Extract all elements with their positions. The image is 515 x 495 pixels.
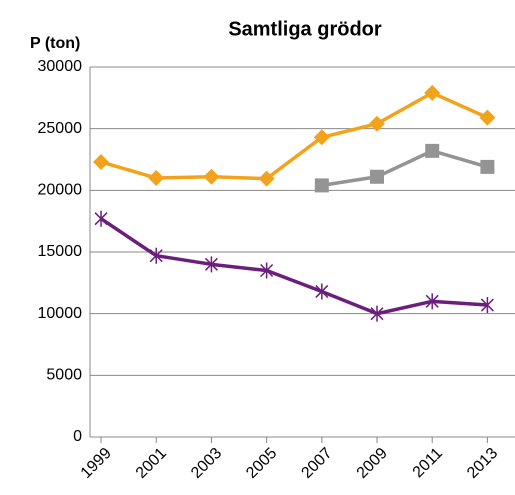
- marker: [480, 297, 494, 314]
- series-line: [100, 217, 488, 316]
- series-line: [321, 149, 488, 188]
- x-tick-label: 2013: [464, 445, 501, 482]
- marker: [370, 305, 384, 322]
- x-tick-label: 1999: [78, 445, 115, 482]
- x-tick-label: 2001: [133, 445, 170, 482]
- y-tick-label: 10000: [38, 305, 83, 322]
- marker: [424, 84, 441, 101]
- y-tick-label: 15000: [38, 243, 83, 260]
- marker: [148, 170, 165, 186]
- marker: [315, 283, 329, 300]
- marker: [425, 143, 440, 158]
- x-tick-label: 2011: [410, 445, 446, 481]
- marker: [149, 247, 163, 264]
- y-axis-label: P (ton): [30, 35, 80, 52]
- marker: [479, 109, 496, 126]
- series-line: [100, 91, 489, 181]
- x-tick-label: 2005: [243, 445, 280, 482]
- marker: [94, 210, 108, 227]
- chart-title: Samtliga grödor: [228, 18, 382, 40]
- marker: [313, 129, 330, 146]
- marker: [480, 159, 495, 174]
- marker: [204, 256, 218, 273]
- x-tick-label: 2003: [188, 445, 225, 482]
- marker: [370, 169, 385, 184]
- marker: [314, 178, 329, 193]
- marker: [369, 115, 386, 132]
- x-tick-label: 2009: [354, 445, 391, 482]
- marker: [425, 293, 439, 310]
- marker: [258, 170, 275, 187]
- marker: [260, 262, 274, 279]
- y-tick-label: 5000: [46, 367, 82, 384]
- y-tick-label: 0: [73, 428, 82, 445]
- y-tick-label: 20000: [38, 182, 83, 199]
- x-tick-label: 2007: [298, 445, 335, 482]
- marker: [203, 168, 220, 185]
- y-tick-label: 30000: [38, 58, 83, 75]
- marker: [93, 153, 110, 170]
- y-tick-label: 25000: [38, 120, 83, 137]
